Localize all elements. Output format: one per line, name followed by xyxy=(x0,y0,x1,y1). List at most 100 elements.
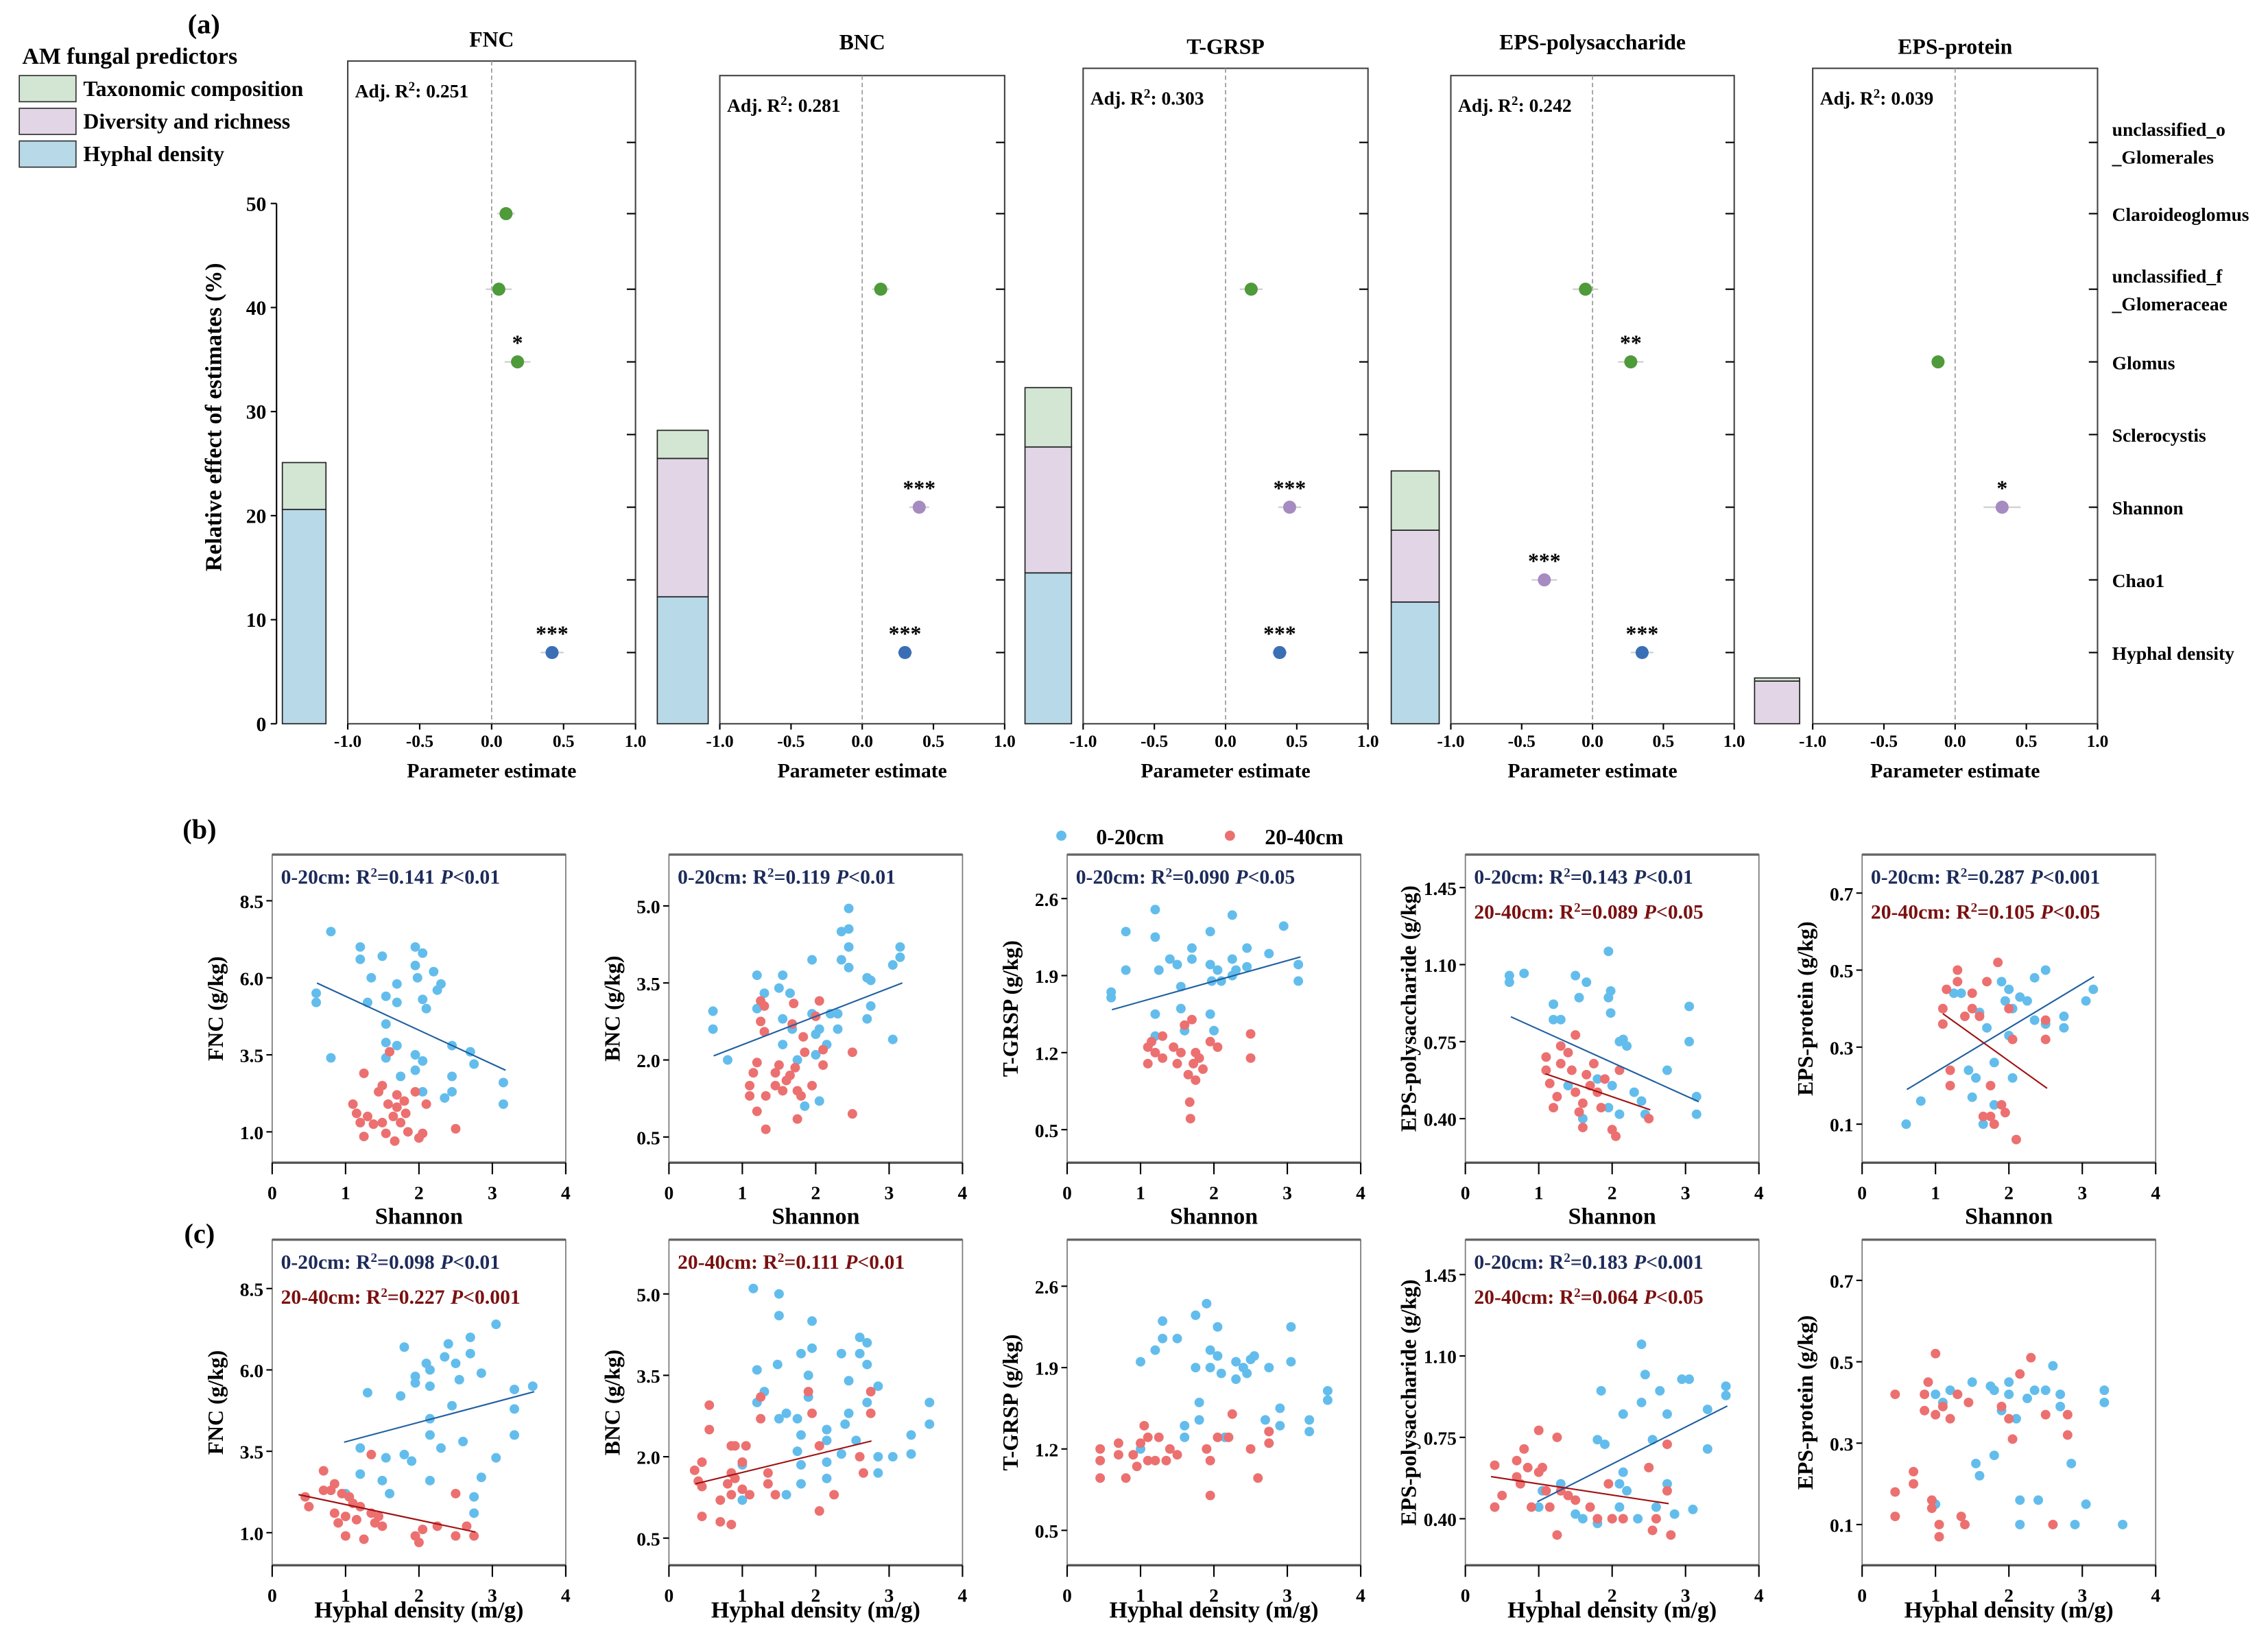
data-point-20-40cm xyxy=(737,1457,748,1467)
scatter-plot-b-1: 0 1 2 3 4 Shannon 0.5 2.0 3.5 5.0 BNC (g/kg) 0-20cm… xyxy=(600,853,968,1229)
data-point-0-20cm xyxy=(447,1400,457,1411)
data-point-20-40cm xyxy=(814,996,824,1006)
data-point-0-20cm xyxy=(1636,1096,1647,1106)
stat-eq: = xyxy=(1571,866,1582,888)
data-point-20-40cm xyxy=(704,1424,715,1435)
data-point-0-20cm xyxy=(465,1333,475,1342)
predictor-label: Hyphal density xyxy=(2112,643,2234,664)
stat-eq: = xyxy=(784,1252,796,1274)
data-point-20-40cm xyxy=(421,1099,431,1109)
y-tick-label: 1.2 xyxy=(1035,1042,1058,1064)
data-point-0-20cm xyxy=(432,985,442,995)
estimate-point xyxy=(1624,355,1638,369)
data-point-20-40cm xyxy=(1989,1119,1999,1130)
data-point-20-40cm xyxy=(730,1473,740,1483)
data-point-0-20cm xyxy=(510,1384,520,1394)
data-point-0-20cm xyxy=(778,1014,788,1024)
data-point-0-20cm xyxy=(1172,1333,1182,1344)
data-point-20-40cm xyxy=(1490,1502,1500,1512)
scatter-plot-b-2: 0 1 2 3 4 Shannon 0.5 1.2 1.9 2.6 T-GRSP (g/kg) 0-2… xyxy=(999,853,1365,1229)
stat-eq: = xyxy=(377,1252,389,1274)
data-point-20-40cm xyxy=(340,1512,350,1522)
x-tick-label: -0.5 xyxy=(1141,732,1168,751)
data-point-20-40cm xyxy=(1132,1461,1142,1472)
data-point-0-20cm xyxy=(840,1419,850,1429)
data-point-20-40cm xyxy=(756,1413,766,1424)
x-axis-label: Parameter estimate xyxy=(407,761,576,783)
x-axis-label: Hyphal density (m/g) xyxy=(711,1598,920,1623)
data-point-0-20cm xyxy=(1688,1504,1698,1514)
x-tick-label: 0.5 xyxy=(2016,732,2038,751)
data-point-20-40cm xyxy=(1205,1036,1215,1047)
depth-legend: 0-20cm 20-40cm xyxy=(1056,825,1344,849)
data-point-0-20cm xyxy=(1231,1357,1241,1367)
significance-mark: *** xyxy=(1274,477,1306,501)
data-point-20-40cm xyxy=(1205,1490,1215,1501)
scatter-plot-c-1: 0 1 2 3 4 Hyphal density (m/g) 0.5 2.0 3.5 5.0 BNC… xyxy=(600,1238,968,1623)
legend-swatch-1 xyxy=(19,108,77,135)
stat-sup: 2 xyxy=(778,1250,785,1265)
data-point-0-20cm xyxy=(1651,1502,1661,1512)
predictor-label: Shannon xyxy=(2112,497,2184,518)
data-point-0-20cm xyxy=(366,972,377,983)
data-point-0-20cm xyxy=(451,1358,461,1368)
regression-line-20-40cm xyxy=(1942,1013,2048,1089)
predictor-label: _Glomeraceae xyxy=(2112,293,2228,314)
data-point-0-20cm xyxy=(1592,1435,1603,1445)
data-point-0-20cm xyxy=(1622,1041,1632,1051)
y-axis-label: EPS-polysaccharide (g/kg) xyxy=(1397,1279,1421,1525)
data-point-0-20cm xyxy=(792,1446,802,1457)
data-point-20-40cm xyxy=(1245,1029,1256,1039)
data-point-20-40cm xyxy=(385,1047,395,1057)
data-point-20-40cm xyxy=(1526,1502,1536,1512)
data-point-20-40cm xyxy=(1611,1131,1621,1141)
x-tick-label: 1 xyxy=(1931,1584,1940,1606)
stat-sup: 2 xyxy=(1166,866,1173,880)
stat-depth: 20-40cm xyxy=(281,1287,355,1309)
data-point-0-20cm xyxy=(796,1479,807,1489)
x-tick-label: 4 xyxy=(1356,1182,1365,1203)
y-axis-label: T-GRSP (g/kg) xyxy=(999,940,1023,1077)
significance-mark: *** xyxy=(1263,622,1296,646)
y-tick-label: 1.9 xyxy=(1035,966,1058,987)
legend-marker-0-20cm xyxy=(1056,831,1066,841)
data-point-0-20cm xyxy=(833,1024,843,1034)
stat-r2: 0.090 xyxy=(1184,866,1230,888)
data-point-0-20cm xyxy=(1264,948,1274,959)
data-point-0-20cm xyxy=(781,1408,791,1418)
data-point-0-20cm xyxy=(1931,1389,1941,1400)
data-point-20-40cm xyxy=(1245,1444,1256,1454)
stat-sup: 2 xyxy=(1564,1250,1571,1265)
bar-segment-hyphal xyxy=(1024,572,1073,725)
data-point-0-20cm xyxy=(2029,1385,2040,1396)
data-point-0-20cm xyxy=(774,1289,784,1299)
data-point-20-40cm xyxy=(1967,988,1977,999)
y-axis-label: EPS-polysaccharide (g/kg) xyxy=(1397,885,1421,1132)
data-point-20-40cm xyxy=(1644,1114,1654,1124)
x-tick-label: 0 xyxy=(1461,1182,1470,1203)
x-tick-label: 1.0 xyxy=(1357,732,1379,751)
data-point-0-20cm xyxy=(822,1435,832,1446)
x-tick-label: 1 xyxy=(738,1182,748,1203)
x-tick-label: 0.5 xyxy=(922,732,944,751)
stat-p-value: <0.01 xyxy=(453,1252,500,1274)
data-point-0-20cm xyxy=(1989,1385,1999,1396)
regression-stat-20-40cm: 20-40cm: R2=0.089 P<0.05 xyxy=(1474,900,1703,924)
data-point-0-20cm xyxy=(1165,954,1175,964)
data-point-0-20cm xyxy=(862,1359,872,1370)
data-point-0-20cm xyxy=(873,1381,883,1392)
x-axis-label: Parameter estimate xyxy=(778,761,947,783)
data-point-20-40cm xyxy=(368,1119,379,1130)
data-point-20-40cm xyxy=(414,1538,424,1548)
data-point-20-40cm xyxy=(1945,1080,1955,1090)
stat-p-value: <0.01 xyxy=(1646,866,1693,888)
data-point-20-40cm xyxy=(1945,1065,1955,1075)
data-point-20-40cm xyxy=(1150,1455,1160,1466)
data-point-20-40cm xyxy=(770,1068,780,1078)
legend-swatch-2 xyxy=(19,140,77,168)
data-point-20-40cm xyxy=(1890,1512,1900,1522)
data-point-0-20cm xyxy=(2022,996,2032,1006)
data-point-0-20cm xyxy=(822,1457,832,1467)
stat-r: R xyxy=(356,1252,371,1274)
data-point-0-20cm xyxy=(2066,1458,2077,1468)
